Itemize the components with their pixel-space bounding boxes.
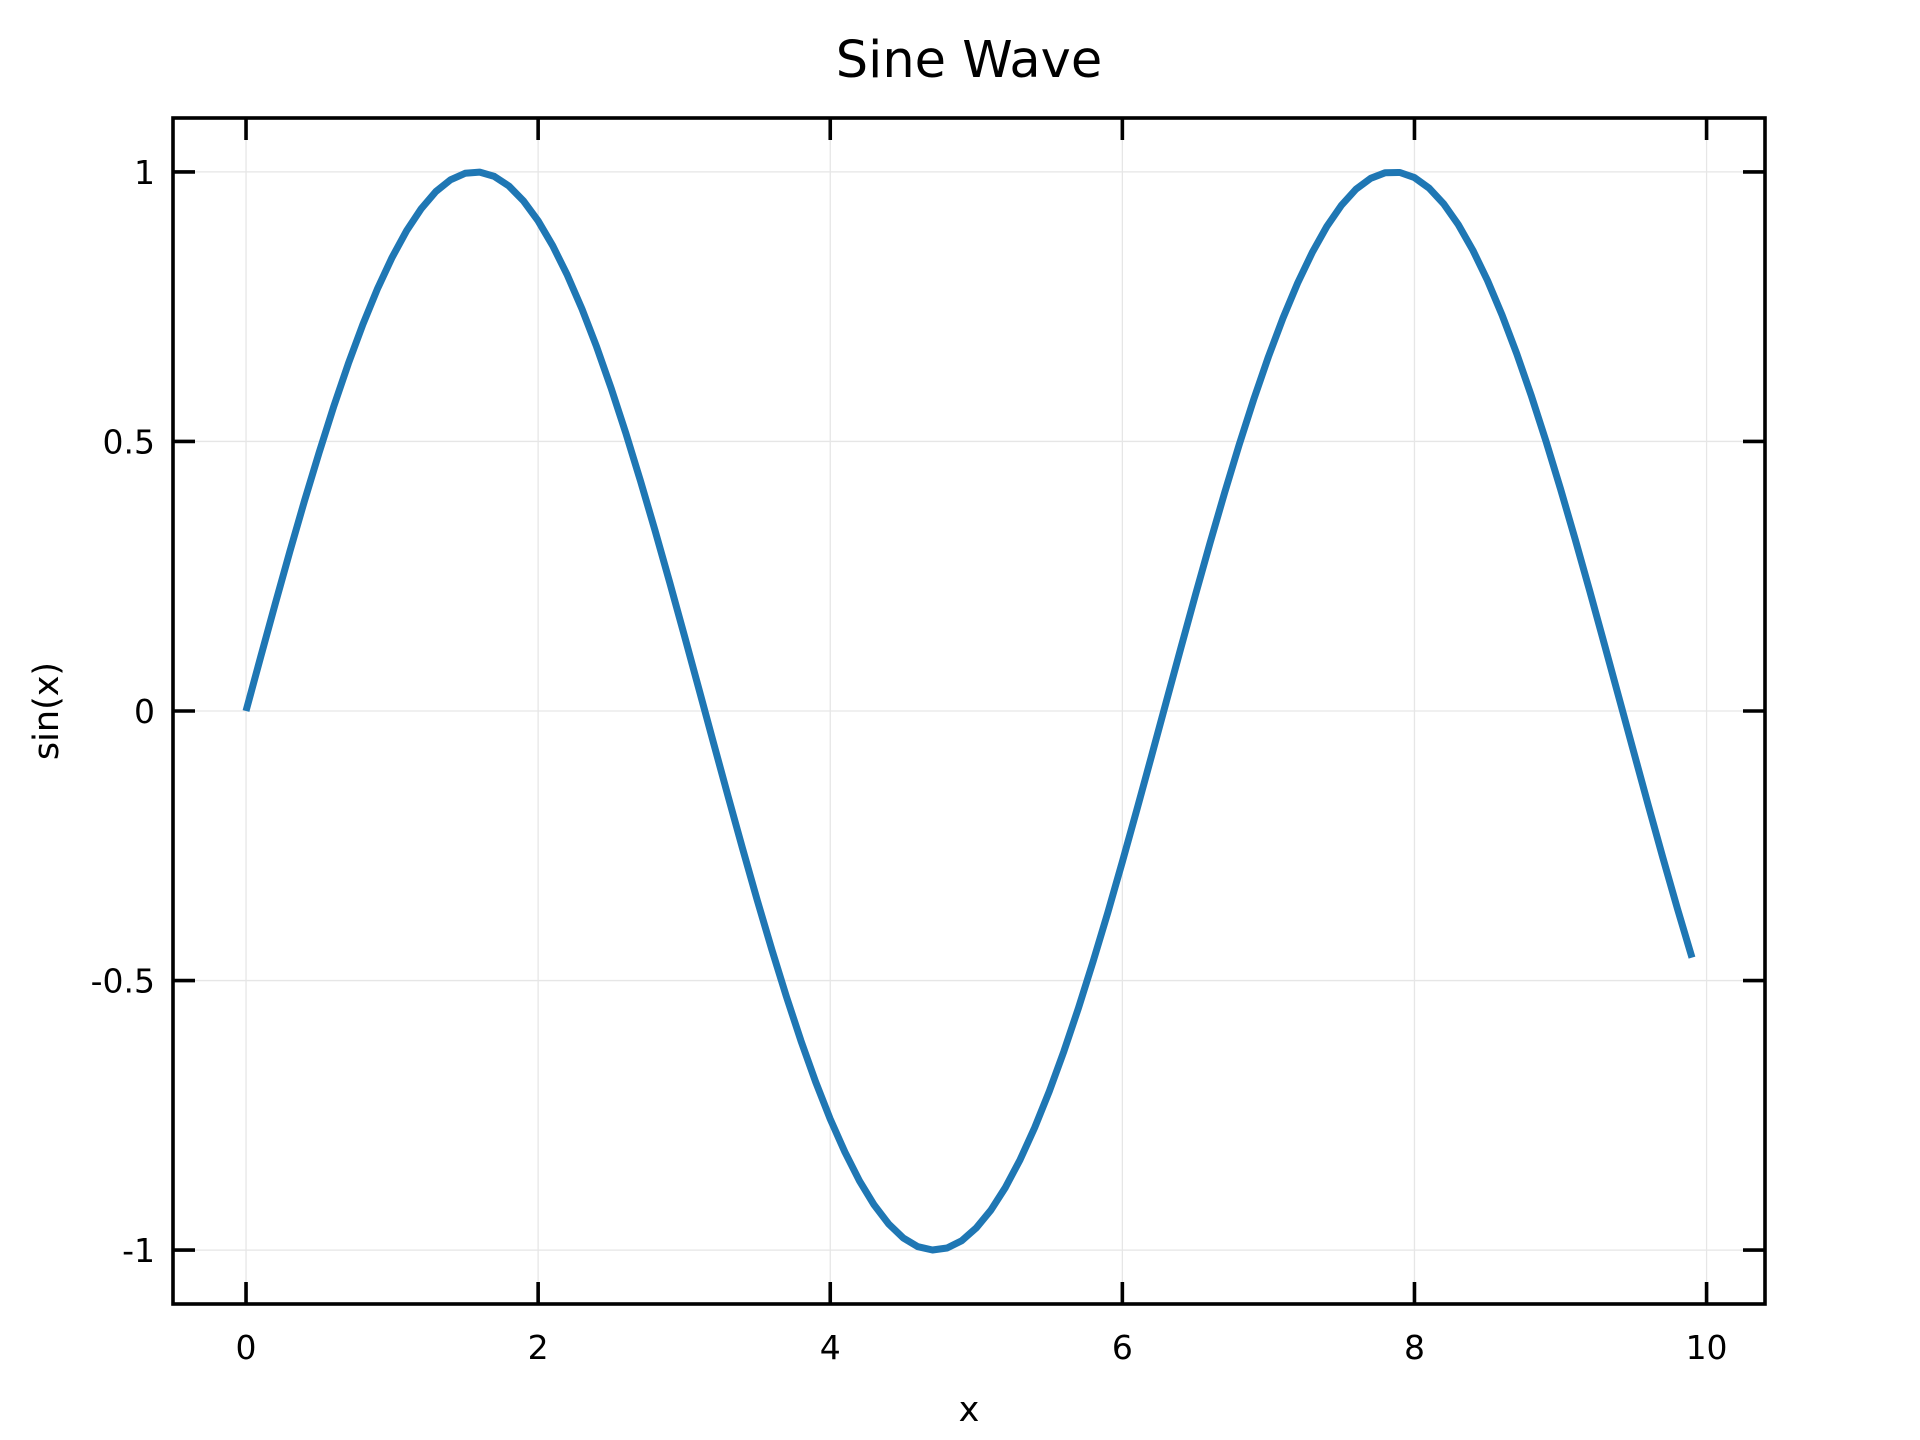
x-tick-label: 8 [1404, 1328, 1425, 1367]
ticks [173, 118, 1765, 1304]
y-axis-label: sin(x) [27, 662, 67, 760]
series-line-sin-x [242, 168, 1696, 1254]
y-tick-labels: 1 0.5 0 -0.5 -1 [91, 153, 155, 1270]
grid [173, 118, 1765, 1304]
x-axis-label: x [959, 1390, 980, 1430]
y-tick-label: 1 [134, 153, 155, 192]
y-tick-label: -0.5 [91, 962, 155, 1001]
x-tick-label: 4 [820, 1328, 841, 1367]
chart-title: Sine Wave [836, 31, 1102, 90]
y-tick-label: -1 [122, 1231, 155, 1270]
x-tick-label: 6 [1112, 1328, 1133, 1367]
x-tick-label: 10 [1686, 1328, 1728, 1367]
x-tick-label: 2 [528, 1328, 549, 1367]
x-tick-label: 0 [236, 1328, 257, 1367]
y-tick-label: 0.5 [103, 422, 155, 461]
plot-frame [171, 116, 1767, 1306]
y-tick-label: 0 [134, 692, 155, 731]
x-tick-labels: 0 2 4 6 8 10 [236, 1328, 1728, 1367]
series-layer [242, 168, 1696, 1254]
